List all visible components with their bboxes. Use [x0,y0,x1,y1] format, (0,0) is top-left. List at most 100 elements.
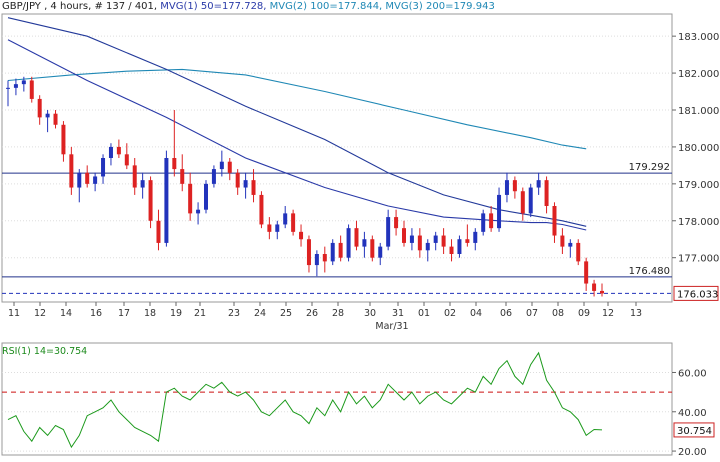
candle-body [417,235,422,251]
price-tick-label: 177.000 [678,254,719,265]
time-tick-label: 28 [332,308,344,319]
candle-body [346,228,351,258]
candle-body [291,213,296,232]
time-tick-label: 09 [578,308,590,319]
candle-body [188,183,193,214]
candle-body [457,239,462,254]
candle-body [251,180,256,195]
price-tick-label: 178.000 [678,217,719,228]
rsi-panel [1,342,673,456]
candle-body [314,254,319,266]
ma50-label: MVG(1) 50=177.728, [160,1,267,12]
candle-body [140,180,145,188]
candle-body [283,213,288,225]
candle-body [481,213,486,232]
candle-body [568,242,573,247]
candle-body [386,217,391,247]
candle-body [299,231,304,240]
candle-body [497,194,502,229]
price-tick-label: 183.000 [678,32,719,43]
ma100-line [7,17,587,227]
time-tick-label: 25 [280,308,292,319]
candle-body [101,158,106,177]
level-label: 176.480 [629,266,670,277]
time-tick-label: 18 [144,308,156,319]
time-tick-label: 14 [60,308,72,319]
date-subtitle: Mar/31 [375,321,408,332]
candle-body [132,165,137,188]
candle-body [37,98,42,118]
candle-body [235,172,240,188]
time-tick-label: 17 [118,308,130,319]
time-tick-label: 21 [194,308,206,319]
candle-body [409,235,414,243]
candle-body [275,224,280,232]
price-tick-label: 180.000 [678,143,719,154]
candle-body [148,180,153,221]
time-tick-label: 12 [34,308,46,319]
candle-body [354,228,359,247]
candle-body [211,169,216,184]
candle-body [322,254,327,262]
candle-body [465,239,470,243]
candle-body [156,220,161,243]
candle-body [600,290,604,294]
symbol-label: GBP/JPY [2,1,41,12]
time-tick-label: 07 [526,308,538,319]
time-tick-label: 19 [170,308,182,319]
candle-body [172,158,177,170]
time-tick-label: 16 [90,308,102,319]
candle-body [449,246,454,254]
current-price-label: 176.033 [677,289,718,300]
time-tick-label: 13 [630,308,642,319]
candle-body [370,239,375,258]
candle-body [69,154,74,188]
candle-body [394,217,399,229]
time-tick-label: 23 [228,308,240,319]
candle-body [13,84,18,88]
time-tick-label: 06 [500,308,512,319]
candle-body [504,180,509,195]
candle-body [402,228,406,243]
candle-body [61,124,66,155]
candle-body [227,161,232,173]
time-tick-label: 08 [552,308,564,319]
candle-body [77,172,82,188]
time-tick-label: 01 [418,308,430,319]
candle-body [512,180,517,192]
ma200-label: MVG(3) 200=179.943 [385,1,495,12]
candle-body [85,172,90,184]
timeframe-info: , 4 hours, # 137 / 401, [44,1,158,12]
candle-body [441,235,446,247]
price-tick-label: 181.000 [678,106,719,117]
ma100-label: MVG(2) 100=177.844, [269,1,383,12]
candle-body [330,242,335,262]
candle-body [425,242,430,251]
candle-body [306,239,311,266]
candle-body [560,235,565,247]
candle-body [243,180,248,188]
time-tick-label: 26 [306,308,318,319]
time-tick-label: 24 [254,308,266,319]
candle-body [544,180,549,206]
time-tick-label: 12 [602,308,614,319]
candle-body [536,180,541,188]
candle-body [108,146,113,158]
rsi-tick-label: 20.00 [678,447,707,458]
candle-body [164,158,169,243]
candle-body [204,183,208,210]
candle-body [552,206,557,236]
candle-body [29,80,34,99]
candle-body [378,246,383,258]
candle-body [433,235,438,243]
candle-body [473,231,478,243]
time-tick-label: 02 [444,308,456,319]
candle-body [53,113,58,125]
candle-body [219,161,224,170]
candle-body [584,261,589,284]
candle-body [93,176,98,184]
candle-body [489,213,494,229]
price-tick-label: 179.000 [678,180,719,191]
rsi-tick-label: 40.00 [678,408,707,419]
chart-legend: GBP/JPY , 4 hours, # 137 / 401, MVG(1) 5… [2,1,495,13]
